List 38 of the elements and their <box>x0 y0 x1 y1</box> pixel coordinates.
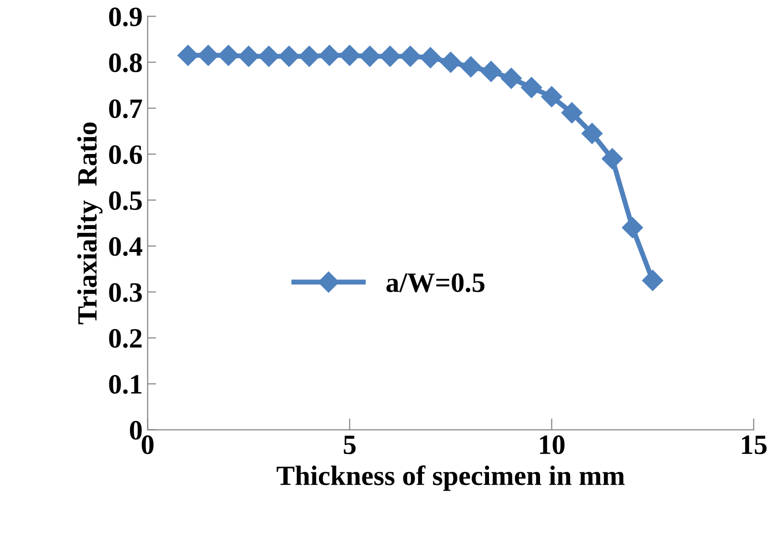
y-tick-label: 0.6 <box>109 145 142 164</box>
point <box>238 46 260 67</box>
x-tick-label: 5 <box>344 436 356 454</box>
point <box>642 270 664 291</box>
point <box>198 44 219 66</box>
y-tick-label: 0.1 <box>109 374 142 394</box>
point <box>258 46 280 67</box>
y-tick-label: 0.3 <box>109 283 142 302</box>
point <box>339 44 360 66</box>
point <box>541 86 562 108</box>
y-tick-label: 0.9 <box>109 7 142 26</box>
point <box>561 102 582 124</box>
x-tick-label: 15 <box>742 436 767 454</box>
y-tick-label: 0.2 <box>109 329 142 348</box>
y-tick-label: 0.7 <box>109 99 142 118</box>
y-tick-label: 0 <box>130 420 142 440</box>
point <box>400 46 421 67</box>
point <box>218 44 239 66</box>
point <box>480 60 502 82</box>
y-axis-title: Triaxiality Ratio <box>77 122 102 324</box>
point <box>622 217 643 238</box>
y-tick-label: 0.8 <box>109 53 142 72</box>
x-tick-label: 10 <box>540 435 564 454</box>
y-tick-label: 0.4 <box>109 237 142 256</box>
point <box>602 148 623 170</box>
point <box>500 68 522 89</box>
point <box>440 52 462 73</box>
point <box>420 47 441 68</box>
point <box>460 56 482 78</box>
point <box>359 46 380 67</box>
point <box>582 122 603 144</box>
point <box>520 77 542 98</box>
legend-label: a/W=0.5 <box>386 273 484 292</box>
point <box>318 44 340 66</box>
y-tick-label: 0.5 <box>109 191 142 210</box>
x-axis-title: Thickness of specimen in mm <box>276 465 625 491</box>
point <box>298 46 320 67</box>
point <box>178 44 199 66</box>
